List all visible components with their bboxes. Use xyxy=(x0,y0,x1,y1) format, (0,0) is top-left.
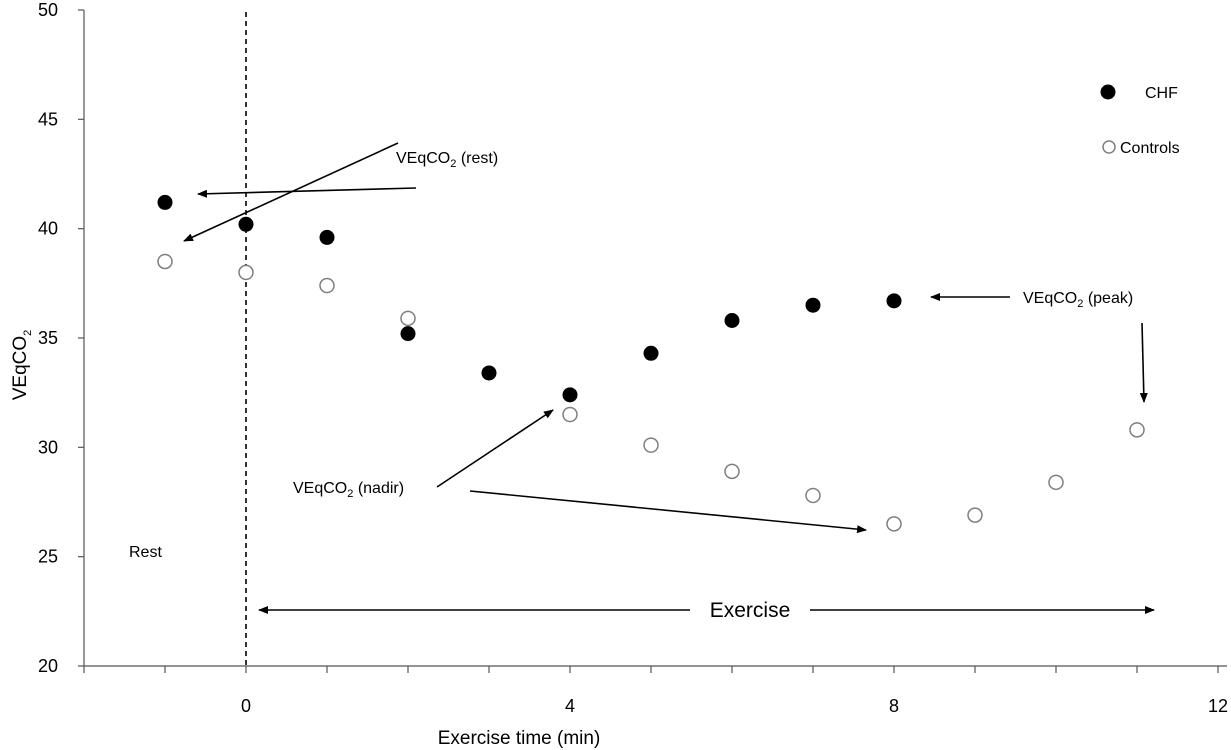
x-axis-title: Exercise time (min) xyxy=(438,728,601,749)
controls-point xyxy=(724,463,740,480)
chf-point xyxy=(319,229,335,245)
y-tick-label: 35 xyxy=(38,328,58,348)
nadir-arrow-2 xyxy=(469,490,867,534)
data-points xyxy=(157,194,1145,532)
x-tick-label: 12 xyxy=(1208,696,1228,716)
x-tick-label: 4 xyxy=(565,696,575,716)
chf-point xyxy=(886,293,902,309)
legend-chf-marker xyxy=(1100,84,1116,100)
controls-point xyxy=(562,406,578,423)
exercise-region-label: Exercise xyxy=(710,599,791,622)
chf-point xyxy=(805,297,821,313)
y-ticks: 20 25 30 35 40 45 50 xyxy=(38,0,84,676)
chf-point xyxy=(562,387,578,403)
y-tick-label: 30 xyxy=(38,437,58,457)
y-axis-title: VEqCO2 xyxy=(10,330,34,401)
controls-point xyxy=(157,253,173,270)
rest-arrow-1 xyxy=(197,187,417,198)
y-tick-label: 45 xyxy=(38,109,58,129)
nadir-arrow-1 xyxy=(436,409,554,488)
x-tick-label: 8 xyxy=(889,696,899,716)
chf-point xyxy=(724,313,740,329)
legend-chf-label: CHF xyxy=(1145,85,1178,102)
annotation-nadir: VEqCO2 (nadir) xyxy=(293,480,404,500)
peak-arrow-2 xyxy=(1139,322,1148,403)
y-tick-label: 40 xyxy=(38,219,58,239)
annotation-peak: VEqCO2 (peak) xyxy=(1023,290,1133,310)
controls-point xyxy=(1048,474,1064,491)
y-tick-label: 50 xyxy=(38,0,58,20)
chf-point xyxy=(643,345,659,361)
x-tick-label: 0 xyxy=(241,696,251,716)
chf-point xyxy=(400,326,416,342)
controls-point xyxy=(238,264,254,281)
chf-point xyxy=(238,216,254,232)
legend: CHF Controls xyxy=(1100,84,1180,157)
y-tick-label: 20 xyxy=(38,656,58,676)
controls-point xyxy=(886,516,902,532)
y-tick-label: 25 xyxy=(38,547,58,567)
controls-point xyxy=(643,437,659,453)
controls-point xyxy=(400,310,416,327)
x-ticks: 0 4 8 12 xyxy=(83,666,1228,716)
controls-point xyxy=(967,507,983,523)
legend-controls-label: Controls xyxy=(1120,140,1180,157)
controls-point xyxy=(1129,422,1145,438)
rest-region-label: Rest xyxy=(129,544,162,561)
rest-arrow-2 xyxy=(183,142,399,242)
controls-point xyxy=(319,277,335,294)
controls-point xyxy=(805,487,821,504)
annotation-rest: VEqCO2 (rest) xyxy=(396,150,498,170)
chf-point xyxy=(157,194,173,210)
legend-controls-marker xyxy=(1102,140,1116,154)
chf-point xyxy=(481,365,497,381)
